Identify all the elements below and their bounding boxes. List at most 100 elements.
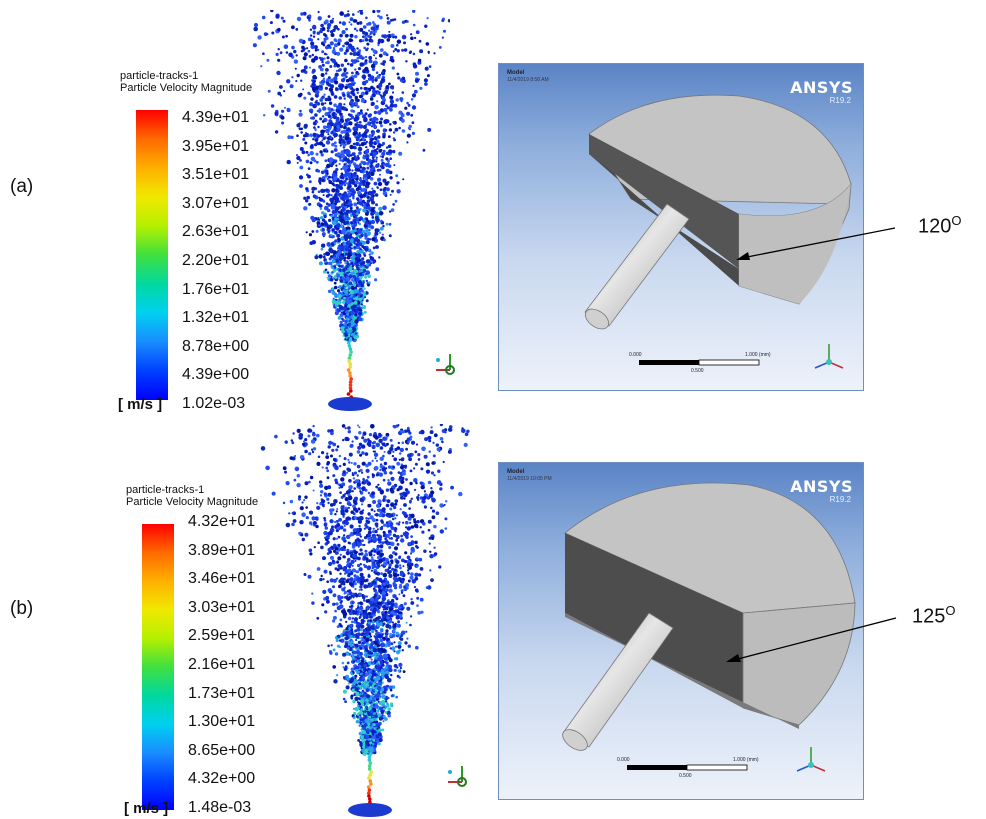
particle-dot: [328, 101, 333, 105]
particle-dot: [331, 209, 336, 215]
particle-dot: [381, 663, 385, 667]
particle-dot: [366, 162, 370, 166]
particle-dot: [344, 42, 347, 45]
particle-dot: [345, 177, 349, 181]
particle-dot: [330, 203, 336, 208]
particle-dot: [365, 240, 370, 245]
particle-dot: [332, 474, 336, 478]
particle-dot: [340, 577, 345, 582]
particle-dot: [325, 251, 331, 256]
particle-dot: [365, 71, 368, 74]
particle-dot: [333, 213, 338, 218]
particle-dot: [436, 480, 442, 485]
particle-dot: [359, 10, 363, 12]
particle-dot: [383, 461, 388, 466]
particle-dot: [369, 597, 374, 602]
particle-dot: [354, 35, 358, 39]
particle-dot: [332, 465, 335, 468]
particle-dot: [431, 515, 436, 520]
particle-dot: [365, 599, 370, 603]
particle-dot: [433, 433, 438, 438]
particle-dot: [388, 546, 392, 549]
particle-dot: [391, 621, 394, 624]
particle-dot: [332, 593, 337, 598]
particle-dot: [382, 579, 386, 583]
particle-dot: [365, 468, 370, 473]
particle-dot: [412, 64, 418, 69]
particle-dot: [371, 441, 375, 445]
particle-dot: [352, 333, 356, 337]
particle-dot: [309, 28, 313, 31]
particle-dot: [355, 142, 359, 146]
particle-dot: [297, 93, 302, 98]
particle-dot: [420, 485, 425, 490]
particle-dot: [377, 44, 380, 47]
particle-dot: [417, 458, 421, 461]
particle-dot: [353, 324, 357, 328]
particle-dot: [384, 717, 388, 721]
particle-dot: [377, 708, 380, 711]
particle-dot: [348, 479, 352, 483]
particle-dot: [338, 250, 343, 255]
particle-dot: [285, 34, 288, 38]
panel-label-a: (a): [10, 176, 34, 197]
particle-dot: [359, 165, 363, 169]
particle-dot: [365, 16, 368, 20]
particle-dot: [407, 440, 410, 444]
colorbar-tick-label: 4.39e+00: [182, 366, 250, 384]
particle-dot: [381, 141, 386, 146]
particle-dot: [352, 585, 355, 588]
particle-dot: [365, 248, 369, 252]
particle-dot: [275, 52, 279, 57]
particle-dot: [374, 105, 379, 110]
particle-dot: [377, 584, 382, 589]
particle-dot: [359, 468, 363, 472]
particle-dot: [407, 644, 411, 648]
particle-dot: [374, 125, 377, 129]
particle-dot: [345, 627, 349, 631]
particle-dot: [314, 129, 317, 132]
particle-dot: [382, 454, 385, 458]
particle-dot: [318, 204, 323, 208]
particle-dot: [372, 151, 378, 157]
particle-dot: [339, 572, 342, 575]
particle-dot: [326, 129, 329, 132]
particle-dot: [327, 203, 331, 207]
particle-dot: [382, 587, 386, 591]
particle-dot: [422, 148, 426, 152]
particle-dot: [323, 57, 326, 60]
particle-dot: [338, 255, 343, 260]
particle-dot: [374, 211, 379, 216]
particle-dot: [348, 589, 352, 592]
scale-left-a: 0.000: [629, 352, 642, 358]
particle-dot: [354, 471, 357, 475]
particle-dot: [341, 106, 345, 111]
particle-dot: [317, 541, 320, 544]
particle-dot: [307, 91, 311, 95]
panel-label-b: (b): [10, 598, 34, 619]
particle-dot: [363, 254, 367, 257]
particle-dot: [400, 534, 403, 538]
particle-dot: [382, 715, 386, 718]
particle-dot: [363, 117, 368, 123]
particle-dot: [381, 71, 385, 74]
particle-dot: [364, 154, 370, 159]
particle-dot: [325, 466, 329, 470]
particle-dot: [345, 240, 351, 246]
particle-dot: [350, 109, 354, 113]
particle-dot: [364, 178, 368, 182]
particle-dot: [329, 176, 332, 179]
particle-dot: [333, 148, 338, 152]
particle-dot: [387, 164, 392, 168]
particle-dot: [382, 93, 386, 97]
particle-dot: [299, 159, 302, 162]
particle-dot: [350, 261, 354, 265]
particle-dot: [271, 31, 275, 35]
particle-dot: [360, 98, 365, 103]
particle-dot: [261, 15, 266, 20]
particle-dot: [307, 167, 311, 171]
particle-dot: [424, 437, 429, 442]
particle-dot: [311, 230, 315, 233]
particle-dot: [316, 134, 321, 138]
particle-dot: [383, 119, 388, 124]
